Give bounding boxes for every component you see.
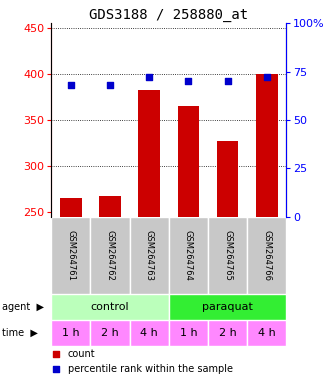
Text: control: control xyxy=(91,302,129,313)
Point xyxy=(264,74,269,80)
Bar xyxy=(208,320,247,346)
Text: GSM264765: GSM264765 xyxy=(223,230,232,281)
Bar xyxy=(99,196,121,217)
Bar xyxy=(256,74,277,217)
Text: 4 h: 4 h xyxy=(140,328,158,338)
Text: 1 h: 1 h xyxy=(62,328,80,338)
Bar xyxy=(247,217,286,295)
Bar xyxy=(169,295,286,320)
Bar xyxy=(247,320,286,346)
Text: GSM264766: GSM264766 xyxy=(262,230,271,281)
Point xyxy=(225,78,230,84)
Text: GSM264764: GSM264764 xyxy=(184,230,193,281)
Bar xyxy=(90,217,130,295)
Bar xyxy=(51,295,169,320)
Bar xyxy=(90,320,130,346)
Text: 2 h: 2 h xyxy=(219,328,236,338)
Bar xyxy=(51,320,90,346)
Text: GSM264761: GSM264761 xyxy=(67,230,75,281)
Text: time  ▶: time ▶ xyxy=(2,328,37,338)
Bar xyxy=(51,217,90,295)
Text: percentile rank within the sample: percentile rank within the sample xyxy=(68,364,233,374)
Text: GSM264762: GSM264762 xyxy=(106,230,115,281)
Text: 4 h: 4 h xyxy=(258,328,276,338)
Text: count: count xyxy=(68,349,95,359)
Point xyxy=(186,78,191,84)
Text: 1 h: 1 h xyxy=(180,328,197,338)
Text: paraquat: paraquat xyxy=(202,302,253,313)
Bar xyxy=(130,217,169,295)
Text: agent  ▶: agent ▶ xyxy=(2,302,44,313)
Point xyxy=(53,366,59,372)
Bar xyxy=(130,320,169,346)
Point xyxy=(107,82,113,88)
Point xyxy=(68,82,73,88)
Bar xyxy=(138,89,160,217)
Text: GSM264763: GSM264763 xyxy=(145,230,154,281)
Text: 2 h: 2 h xyxy=(101,328,119,338)
Title: GDS3188 / 258880_at: GDS3188 / 258880_at xyxy=(89,8,248,22)
Point xyxy=(53,351,59,357)
Bar xyxy=(169,320,208,346)
Bar xyxy=(169,217,208,295)
Bar xyxy=(178,106,199,217)
Bar xyxy=(217,141,238,217)
Point xyxy=(147,74,152,80)
Bar xyxy=(60,199,82,217)
Bar xyxy=(208,217,247,295)
